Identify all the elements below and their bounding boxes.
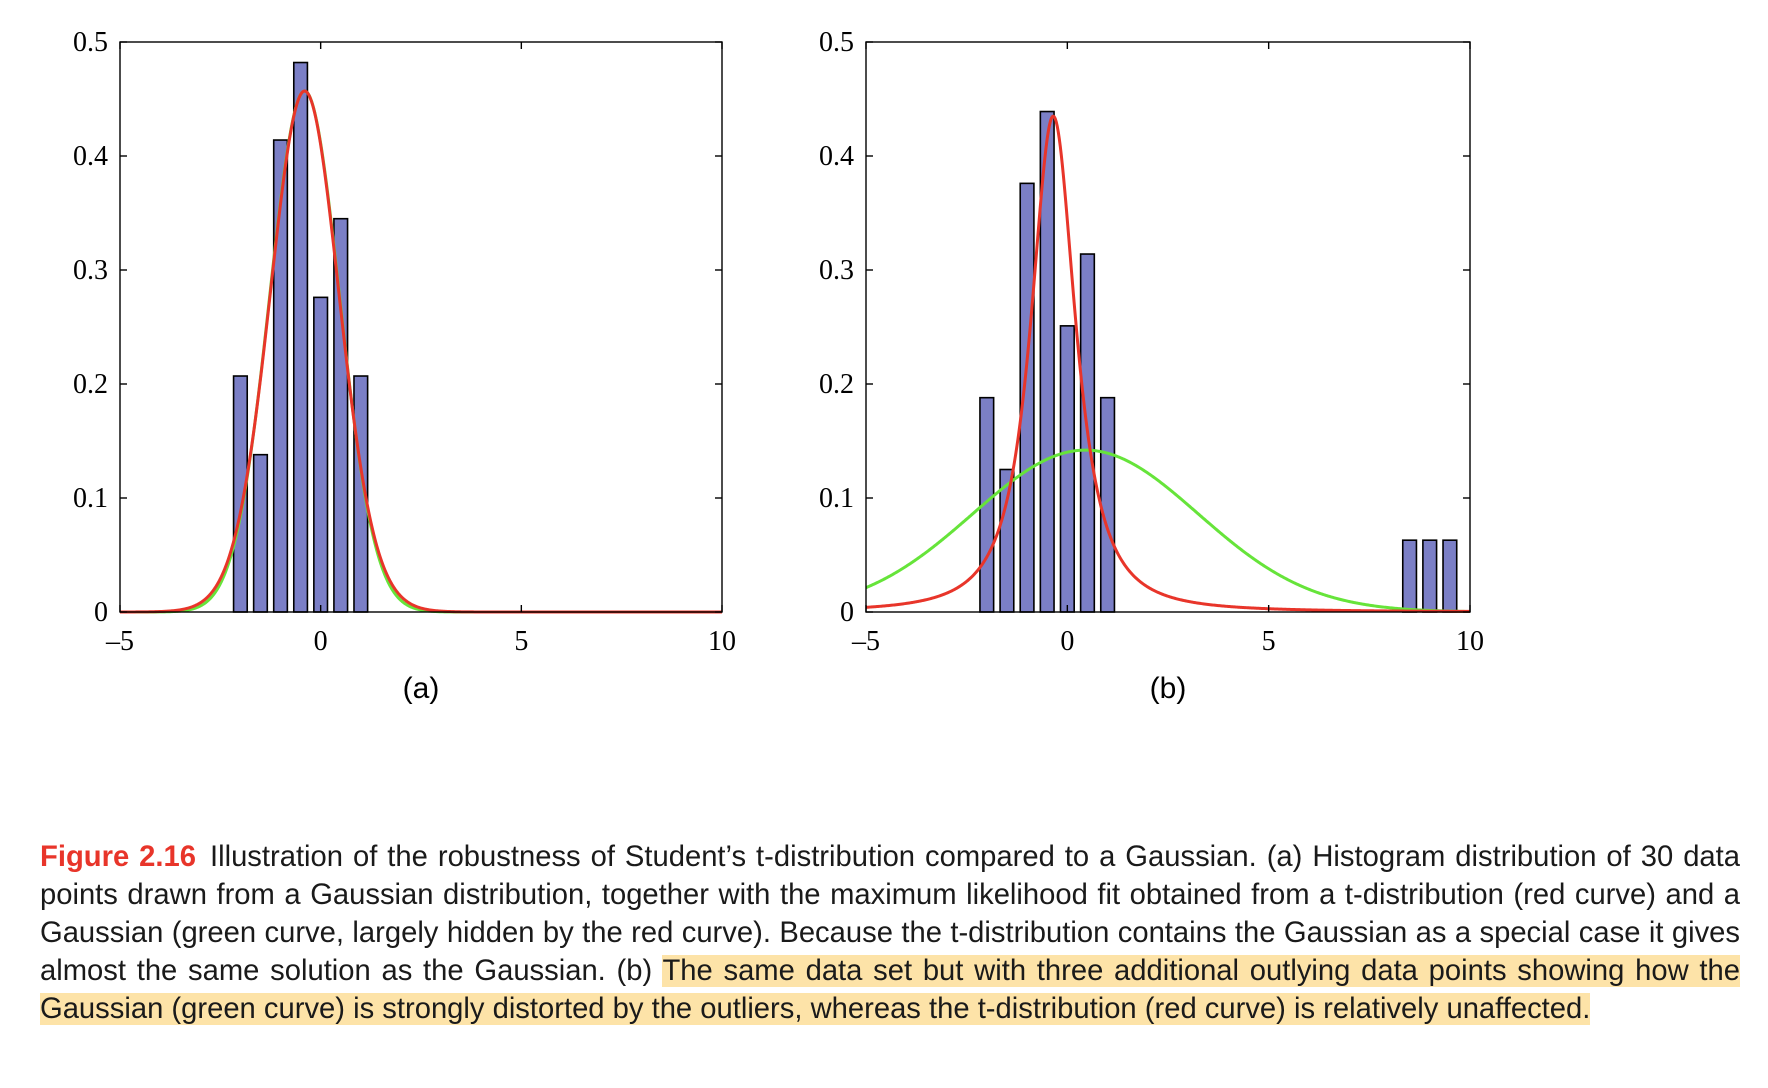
panel-label: (b) bbox=[1150, 672, 1187, 705]
x-tick-label: 0 bbox=[1060, 626, 1074, 657]
histogram-bar bbox=[292, 61, 309, 613]
histogram-bar bbox=[1401, 539, 1418, 613]
t-distribution-fit-curve bbox=[119, 89, 723, 614]
figure-number: Figure 2.16 bbox=[40, 841, 196, 873]
y-tick-label: 0.5 bbox=[73, 27, 108, 58]
x-tick-label: 10 bbox=[1456, 626, 1484, 657]
y-tick-label: 0 bbox=[94, 597, 108, 628]
histogram-bar bbox=[252, 453, 269, 613]
histogram-bar bbox=[1422, 539, 1438, 613]
histogram-bar bbox=[1059, 325, 1075, 613]
x-tick-label: 5 bbox=[1262, 626, 1276, 657]
x-tick-label: 0 bbox=[314, 626, 328, 657]
figure: –5 0 5 10 0 0.1 0.2 0.3 0.4 0.5 (a) –5 0 5 10 0 0.1 0.2 0.… bbox=[73, 27, 1484, 705]
figure-caption: Figure 2.16 Illustration of the robustnes… bbox=[40, 838, 1740, 1028]
y-tick-label: 0 bbox=[840, 597, 854, 628]
y-tick-label: 0.2 bbox=[819, 369, 854, 400]
y-tick-label: 0.1 bbox=[73, 483, 108, 514]
y-tick-label: 0.5 bbox=[819, 27, 854, 58]
axes-frame bbox=[865, 41, 1471, 613]
histogram-bar bbox=[999, 468, 1015, 613]
histogram-bar bbox=[1099, 396, 1116, 613]
gaussian-fit-curve bbox=[865, 448, 1471, 614]
y-tick-label: 0.3 bbox=[819, 255, 854, 286]
y-tick-label: 0.3 bbox=[73, 255, 108, 286]
y-tick-label: 0.4 bbox=[73, 141, 108, 172]
t-distribution-fit-curve bbox=[865, 114, 1471, 613]
x-tick-label: –5 bbox=[851, 626, 880, 657]
y-tick-label: 0.2 bbox=[73, 369, 108, 400]
x-tick-label: 5 bbox=[514, 626, 528, 657]
x-tick-label: 10 bbox=[708, 626, 736, 657]
gaussian-fit-curve bbox=[119, 89, 723, 614]
y-tick-label: 0.1 bbox=[819, 483, 854, 514]
caption-text: Illustration of the robustness of Studen… bbox=[40, 841, 1741, 987]
axes-frame bbox=[119, 41, 723, 613]
histogram-bar bbox=[1442, 539, 1458, 613]
histogram-bar bbox=[313, 296, 329, 613]
panel-label: (a) bbox=[403, 672, 440, 705]
x-tick-label: –5 bbox=[105, 626, 134, 657]
y-tick-label: 0.4 bbox=[819, 141, 854, 172]
